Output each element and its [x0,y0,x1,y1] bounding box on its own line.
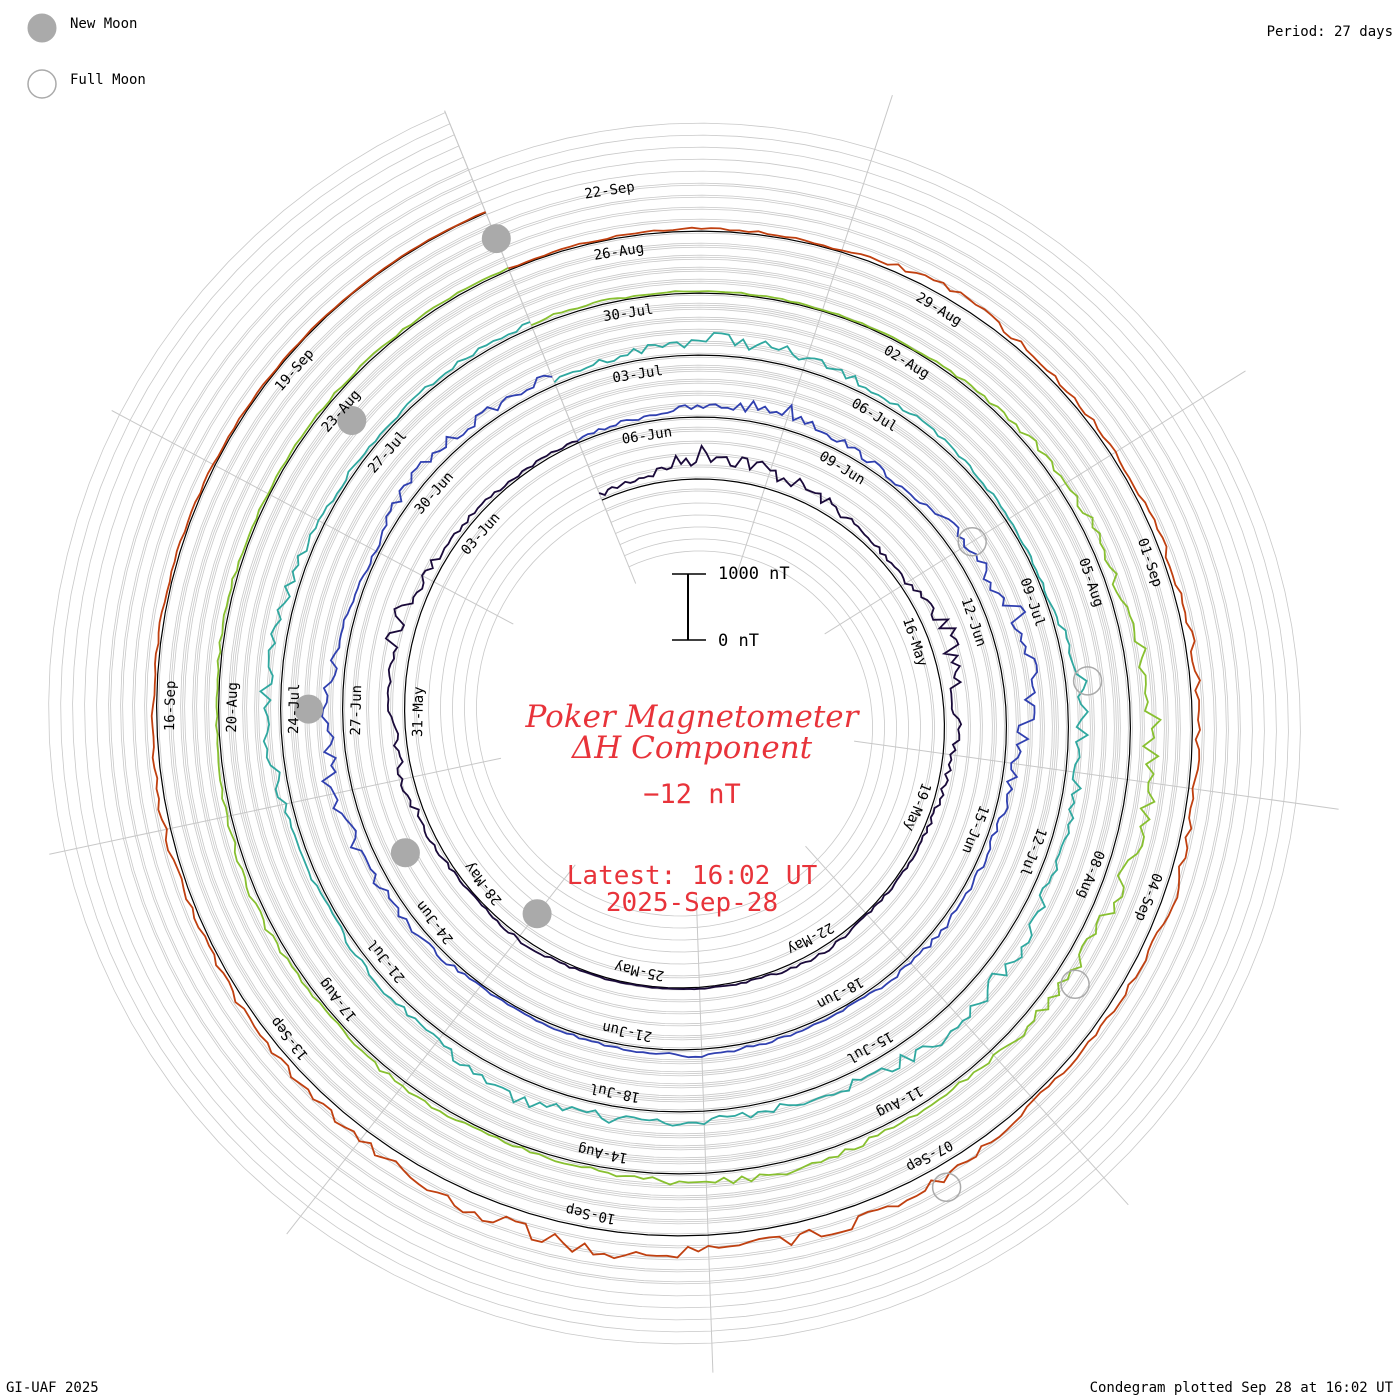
grid-spiral [228,279,1121,1165]
date-label: 08-Aug [1074,848,1107,901]
chart-subtitle: ΔH Component [571,730,813,766]
date-label: 12-Jul [1016,825,1049,878]
full-moon-marker [931,1172,962,1203]
date-label: 15-Jun [958,803,991,856]
moon-phase-markers [294,224,1103,1203]
date-label: 04-Sep [1132,871,1165,924]
date-label: 06-Jun [621,424,673,447]
scale-bar-bottom-label: 0 nT [718,631,759,651]
new-moon-marker [522,899,552,929]
grid-spiral [204,256,1145,1189]
plotted-label: Condegram plotted Sep 28 at 16:02 UT [1089,1380,1393,1396]
day-spoke [805,845,1129,1206]
day-spoke [49,757,502,855]
new-moon-marker [294,694,324,724]
full-moon-legend-label: Full Moon [70,72,146,88]
data-trace-3 [259,321,1090,1127]
date-label: 25-May [613,958,666,984]
baseline-spiral [155,212,1194,1237]
data-trace-5 [150,211,1202,1260]
baselines [155,212,1194,1237]
date-label: 24-Jul [286,683,303,734]
day-spoke [444,110,613,527]
date-label: 26-Aug [593,240,645,263]
date-label: 10-Sep [564,1201,617,1227]
grid-spiral [60,123,1289,1333]
data-trace-1 [384,440,963,991]
scale-bar-top-label: 1000 nT [718,564,790,584]
date-label: 30-Jul [602,302,654,325]
new-moon-legend-icon [27,13,57,43]
credit-label: GI-UAF 2025 [6,1380,99,1396]
data-traces [150,211,1202,1260]
new-moon-legend-label: New Moon [70,16,137,32]
full-moon-marker [1072,666,1103,696]
grid-spiral [144,201,1205,1249]
grid-spiral [120,178,1229,1273]
date-label: 18-Jul [589,1079,642,1105]
date-label: 22-Sep [583,179,635,202]
date-label: 16-Sep [162,680,179,731]
date-label: 31-May [410,686,427,737]
grid-spiral [48,112,1301,1345]
chart-title: Poker Magnetometer [525,699,861,735]
day-spoke [736,94,893,574]
data-trace-2 [320,374,1039,1059]
latest-date: 2025-Sep-28 [606,888,778,918]
grid-spiral [192,245,1157,1201]
day-spoke [695,897,714,1373]
date-label: 14-Aug [576,1140,629,1166]
current-value: −12 nT [643,779,741,810]
grid-spiral [180,234,1169,1213]
grid-spiral [108,167,1241,1285]
day-spoke [854,740,1339,810]
new-moon-marker [481,224,511,254]
new-moon-marker [337,406,367,435]
day-spoke [286,864,576,1235]
day-spoke [111,410,514,625]
date-label: 27-Jun [348,685,365,736]
full-moon-marker [1060,969,1090,1000]
full-moon-legend-icon [27,69,57,99]
date-label: 03-Jul [611,363,663,386]
new-moon-marker [390,838,420,868]
full-moon-marker [957,526,987,557]
grid-spiral [168,223,1181,1225]
grid-spiral [72,134,1277,1321]
day-spokes [49,94,1339,1373]
date-label: 20-Aug [224,682,241,733]
period-label: Period: 27 days [1266,24,1393,40]
day-spoke [824,370,1246,635]
grid-spiral [96,156,1253,1297]
date-label: 28-May [461,859,505,908]
latest-time: Latest: 16:02 UT [567,861,818,891]
grid-spiral [132,190,1217,1261]
data-trace-4 [215,267,1162,1186]
